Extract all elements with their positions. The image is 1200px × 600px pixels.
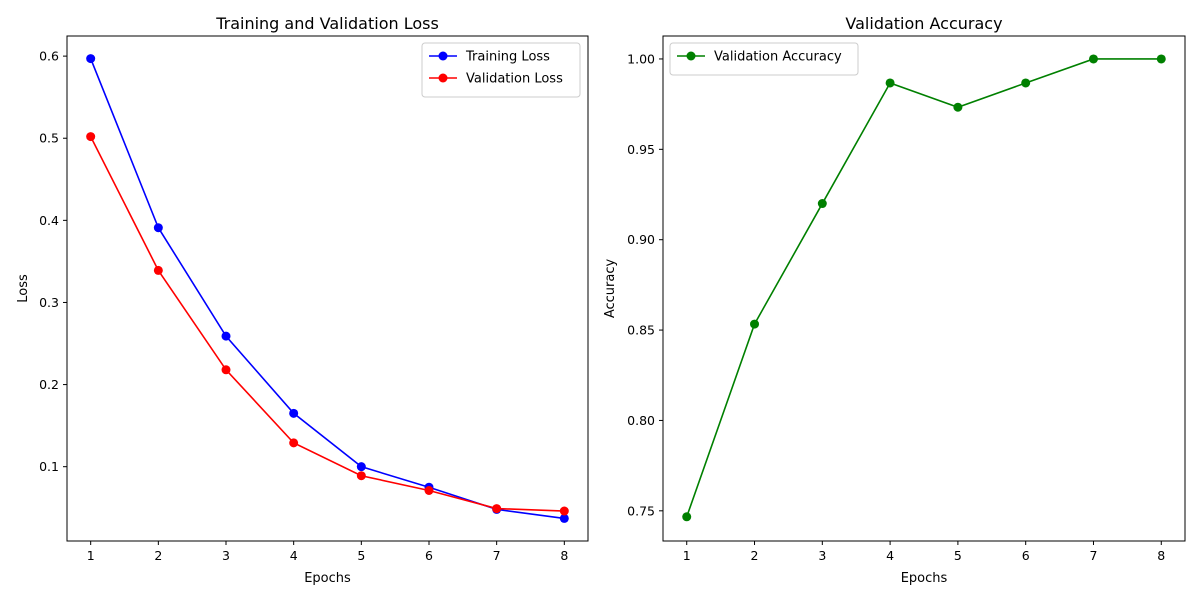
legend-marker [686, 51, 696, 61]
y-tick-label: 0.3 [39, 295, 59, 310]
plot-frame [66, 35, 589, 542]
legend-marker [438, 51, 448, 61]
data-point [289, 408, 299, 418]
data-point [86, 132, 96, 142]
series-1 [86, 54, 569, 523]
x-tick-label: 3 [222, 548, 230, 563]
data-point [86, 54, 96, 64]
legend-entry: Validation Loss [466, 72, 563, 87]
data-point [492, 504, 502, 514]
y-tick-label: 0.75 [627, 503, 655, 518]
data-point [289, 438, 299, 448]
y-tick-label: 0.85 [627, 323, 655, 338]
legend: Validation Accuracy [669, 42, 859, 76]
x-tick-label: 4 [886, 548, 894, 563]
x-tick-label: 2 [751, 548, 759, 563]
chart-2: Validation Accuracy 1 2 3 4 5 6 7 8 0.75 0.80 0.85 0… [603, 14, 1186, 586]
legend-entry: Validation Accuracy [714, 50, 842, 65]
series-line [89, 58, 565, 520]
y-tick-label: 0.2 [39, 377, 59, 392]
y-tick-label: 0.5 [39, 131, 59, 146]
y-tick-label: 0.4 [39, 213, 59, 228]
data-point [356, 471, 366, 481]
data-point [885, 78, 895, 88]
series-1 [682, 54, 1166, 522]
x-tick-label: 8 [560, 548, 568, 563]
data-point [559, 513, 569, 523]
chart-title: Validation Accuracy [845, 14, 1002, 33]
x-tick-label: 1 [87, 548, 95, 563]
series-line [89, 136, 565, 512]
y-tick-label: 0.90 [627, 232, 655, 247]
x-tick-label: 5 [954, 548, 962, 563]
y-axis-label: Accuracy [603, 259, 618, 319]
x-tick-label: 3 [818, 548, 826, 563]
x-tick-label: 6 [1022, 548, 1030, 563]
plot-frame [662, 35, 1186, 542]
y-tick-label: 0.6 [39, 49, 59, 64]
data-point [1156, 54, 1166, 64]
data-point [153, 265, 163, 275]
series-line [685, 58, 1162, 518]
data-point [221, 365, 231, 375]
x-axis-label: Epochs [901, 571, 948, 586]
data-point [953, 102, 963, 112]
legend: Training Loss Validation Loss [421, 42, 581, 98]
x-tick-label: 5 [357, 548, 365, 563]
legend-box [669, 42, 859, 76]
y-tick-label: 1.00 [627, 51, 655, 66]
data-point [817, 199, 827, 209]
x-tick-label: 4 [290, 548, 298, 563]
legend-marker [438, 73, 448, 83]
x-tick-label: 8 [1157, 548, 1165, 563]
legend-box [421, 42, 581, 98]
data-point [559, 506, 569, 516]
series-2 [86, 132, 569, 516]
x-tick-label: 2 [154, 548, 162, 563]
x-axis-label: Epochs [304, 571, 351, 586]
data-point [1021, 78, 1031, 88]
chart-title: Training and Validation Loss [215, 14, 439, 33]
data-point [1088, 54, 1098, 64]
y-tick-label: 0.80 [627, 413, 655, 428]
x-tick-label: 7 [493, 548, 501, 563]
x-tick-label: 1 [683, 548, 691, 563]
data-point [682, 512, 692, 522]
data-point [153, 223, 163, 233]
y-tick-label: 0.95 [627, 142, 655, 157]
data-point [356, 462, 366, 472]
y-axis-label: Loss [16, 274, 31, 303]
x-tick-label: 7 [1090, 548, 1098, 563]
x-tick-label: 6 [425, 548, 433, 563]
y-tick-label: 0.1 [39, 459, 59, 474]
data-point [750, 319, 760, 329]
chart-1: Training and Validation Loss 1 2 3 4 5 6 7 8 0.1 0… [16, 14, 589, 586]
data-point [424, 486, 434, 495]
data-point [221, 331, 231, 341]
legend-entry: Training Loss [465, 50, 550, 65]
